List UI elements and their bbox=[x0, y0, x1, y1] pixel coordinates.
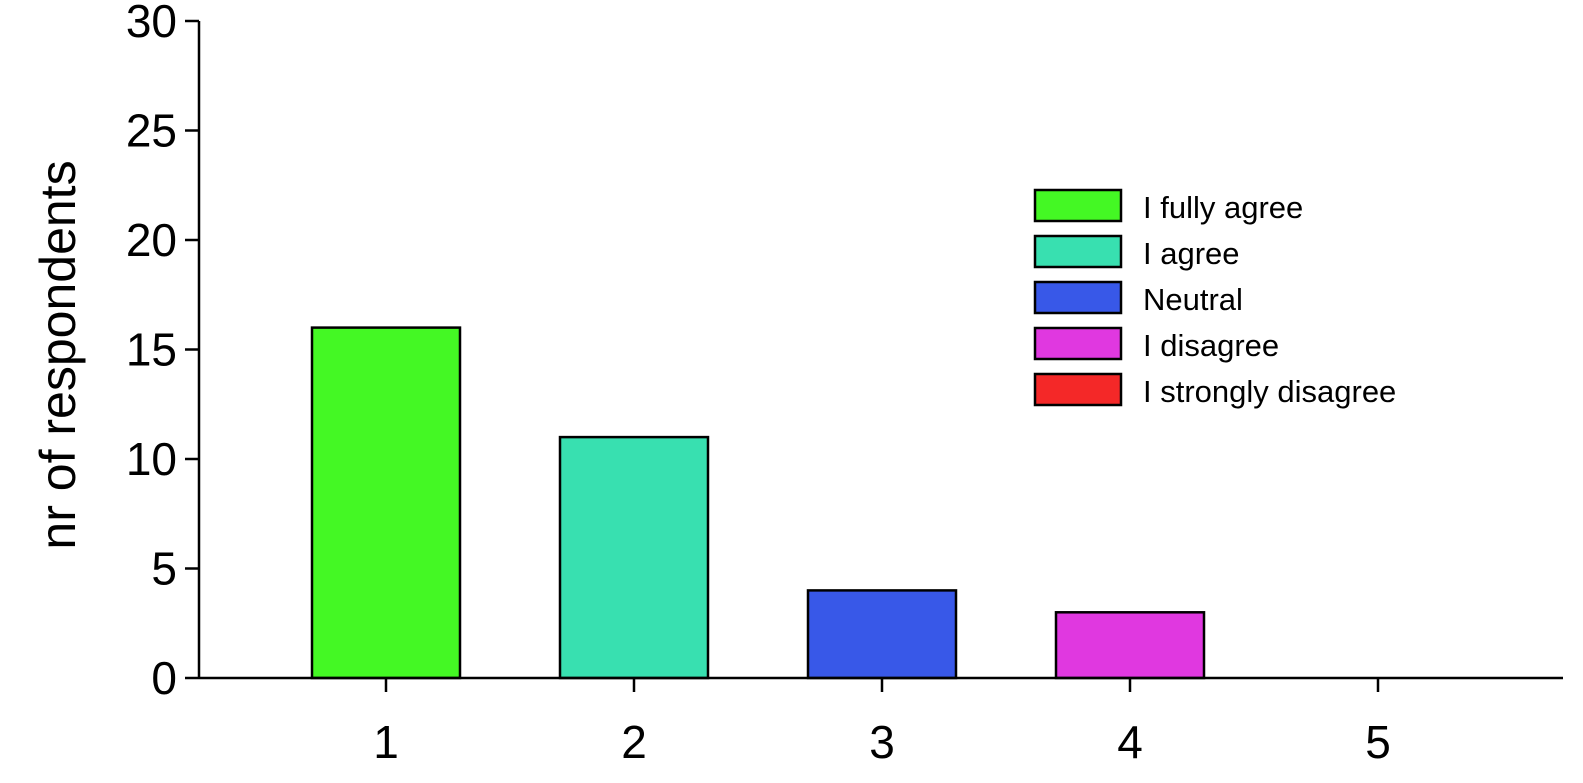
y-tick-label: 15 bbox=[126, 324, 177, 376]
x-tick-label: 4 bbox=[1117, 716, 1143, 768]
bar-3 bbox=[806, 589, 958, 680]
y-tick-label: 20 bbox=[126, 214, 177, 266]
legend-swatch bbox=[1033, 188, 1123, 223]
legend-label: I strongly disagree bbox=[1143, 374, 1396, 409]
legend-label: I agree bbox=[1143, 236, 1240, 271]
legend-label: I disagree bbox=[1143, 328, 1279, 363]
y-axis-ticks: 0 5 10 15 20 25 30 bbox=[126, 0, 199, 704]
x-tick-label: 3 bbox=[869, 716, 895, 768]
y-tick-label: 30 bbox=[126, 0, 177, 47]
legend-swatch bbox=[1033, 280, 1123, 315]
y-tick-label: 25 bbox=[126, 105, 177, 157]
x-tick-label: 5 bbox=[1365, 716, 1391, 768]
legend-swatch bbox=[1033, 372, 1123, 407]
bar-4 bbox=[1054, 611, 1206, 680]
y-axis-title: nr of respondents bbox=[30, 160, 86, 549]
bar-1 bbox=[310, 326, 462, 680]
legend-label: I fully agree bbox=[1143, 190, 1303, 225]
legend: I fully agree I agree Neutral I disagree I s… bbox=[1033, 188, 1396, 409]
x-tick-label: 1 bbox=[373, 716, 399, 768]
legend-label: Neutral bbox=[1143, 282, 1243, 317]
legend-swatch bbox=[1033, 234, 1123, 269]
x-tick-label: 2 bbox=[621, 716, 647, 768]
x-axis-ticks: 1 2 3 4 5 bbox=[373, 678, 1391, 768]
y-tick-label: 10 bbox=[126, 433, 177, 485]
bar-2 bbox=[558, 435, 710, 680]
y-tick-label: 5 bbox=[151, 543, 177, 595]
legend-swatch bbox=[1033, 326, 1123, 361]
y-tick-label: 0 bbox=[151, 652, 177, 704]
bars bbox=[310, 326, 1206, 680]
